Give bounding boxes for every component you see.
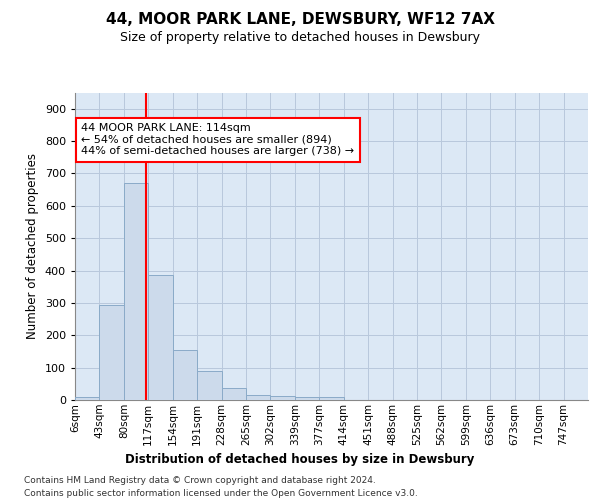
Bar (124, 183, 148, 400)
Bar (75, 398, 100, 400)
Bar (319, 398, 344, 400)
Bar (148, 276, 173, 400)
Bar (246, 395, 271, 400)
Text: 44, MOOR PARK LANE, DEWSBURY, WF12 7AX: 44, MOOR PARK LANE, DEWSBURY, WF12 7AX (106, 12, 494, 28)
Bar (197, 371, 221, 400)
Bar (100, 304, 124, 400)
Bar (271, 396, 295, 400)
Bar (295, 397, 319, 400)
Text: 44 MOOR PARK LANE: 114sqm
← 54% of detached houses are smaller (894)
44% of semi: 44 MOOR PARK LANE: 114sqm ← 54% of detac… (81, 123, 354, 156)
Text: Contains public sector information licensed under the Open Government Licence v3: Contains public sector information licen… (24, 489, 418, 498)
Bar (221, 388, 246, 400)
Text: Size of property relative to detached houses in Dewsbury: Size of property relative to detached ho… (120, 31, 480, 44)
Text: Contains HM Land Registry data © Crown copyright and database right 2024.: Contains HM Land Registry data © Crown c… (24, 476, 376, 485)
Y-axis label: Number of detached properties: Number of detached properties (26, 153, 39, 339)
Bar (173, 350, 197, 400)
Text: Distribution of detached houses by size in Dewsbury: Distribution of detached houses by size … (125, 452, 475, 466)
